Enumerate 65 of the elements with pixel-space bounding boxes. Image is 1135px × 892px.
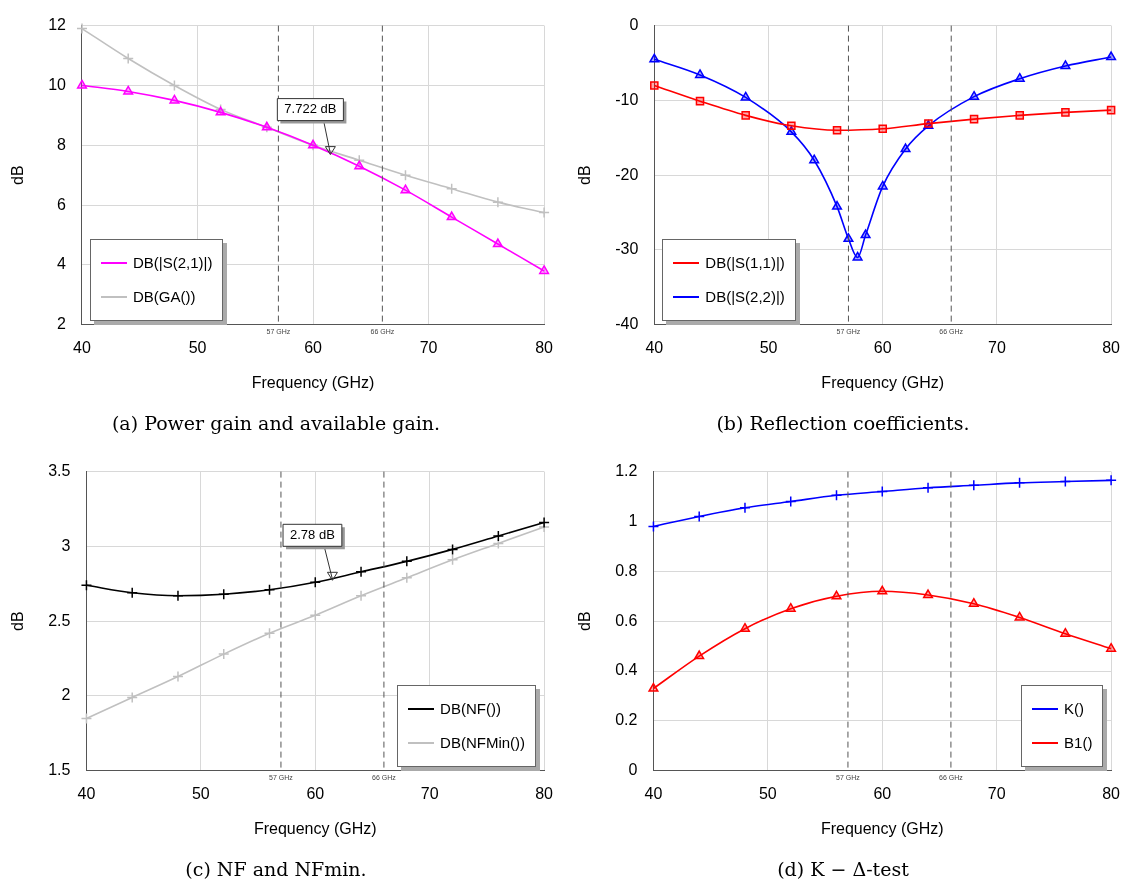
x-tick-label: 70 bbox=[419, 338, 438, 356]
x-tick-label: 40 bbox=[645, 338, 664, 356]
y-tick-label: 3.5 bbox=[48, 462, 71, 480]
y-tick-label: 0.2 bbox=[615, 711, 638, 729]
y-tick-label: 0 bbox=[629, 16, 639, 34]
legend-label: DB(|S(2,1)|) bbox=[132, 254, 213, 272]
y-tick-label: 2 bbox=[61, 686, 71, 704]
x-tick-label: 60 bbox=[873, 338, 892, 356]
y-axis-title: dB bbox=[9, 611, 27, 631]
y-tick-label: 1.5 bbox=[48, 761, 71, 779]
y-tick-label: 1.2 bbox=[615, 462, 638, 480]
x-tick-label: 50 bbox=[758, 784, 777, 802]
x-axis-title: Frequency (GHz) bbox=[251, 374, 375, 392]
y-tick-label: 0.8 bbox=[615, 561, 638, 579]
x-tick-label: 40 bbox=[644, 784, 663, 802]
y-tick-label: 0 bbox=[628, 761, 638, 779]
x-tick-label: 70 bbox=[420, 784, 439, 802]
y-tick-label: 0.6 bbox=[615, 611, 638, 629]
legend-label: DB(|S(2,2)|) bbox=[705, 288, 785, 306]
y-tick-label: 10 bbox=[48, 75, 67, 93]
y-tick-label: 2.5 bbox=[48, 611, 71, 629]
y-tick-label: 0.4 bbox=[615, 661, 638, 679]
x-tick-label: 80 bbox=[535, 784, 554, 802]
y-tick-label: 1 bbox=[628, 511, 638, 529]
x-tick-label: 70 bbox=[987, 784, 1006, 802]
x-tick-label: 60 bbox=[304, 338, 323, 356]
x-tick-label: 40 bbox=[73, 338, 91, 356]
x-tick-label: 60 bbox=[306, 784, 325, 802]
x-axis-title: Frequency (GHz) bbox=[820, 820, 944, 838]
y-tick-label: 8 bbox=[57, 135, 67, 153]
legend-label: K() bbox=[1064, 700, 1085, 718]
legend-label: DB(GA()) bbox=[132, 288, 196, 306]
y-axis-title: dB bbox=[576, 165, 594, 185]
legend-label: DB(NFMin()) bbox=[440, 734, 526, 752]
x-axis-title: Frequency (GHz) bbox=[821, 374, 945, 392]
y-tick-label: -10 bbox=[615, 90, 639, 108]
y-axis-title: dB bbox=[576, 611, 594, 631]
y-tick-label: 4 bbox=[57, 255, 67, 273]
text: (c) NF and NFmin. bbox=[185, 857, 367, 880]
text: (a) Power gain and available gain. bbox=[111, 411, 441, 434]
annotation: 7.722 dB bbox=[284, 101, 337, 117]
x-tick-label: 80 bbox=[535, 338, 554, 356]
y-tick-label: -20 bbox=[615, 165, 639, 183]
x-axis-title: Frequency (GHz) bbox=[253, 820, 377, 838]
x-tick-label: 50 bbox=[191, 784, 210, 802]
y-axis-title: dB bbox=[9, 165, 27, 185]
y-tick-label: -30 bbox=[615, 240, 639, 258]
annotation: 2.78 dB bbox=[290, 526, 335, 542]
text: (b) Reflection coefficients. bbox=[716, 411, 970, 434]
x-tick-label: 70 bbox=[988, 338, 1006, 356]
y-tick-label: 12 bbox=[48, 16, 67, 34]
x-tick-label: 80 bbox=[1102, 784, 1121, 802]
y-tick-label: 3 bbox=[61, 536, 71, 554]
legend-label: DB(|S(1,1)|) bbox=[705, 254, 785, 272]
y-tick-label: -40 bbox=[615, 315, 639, 333]
text: (d) K − Δ-test bbox=[777, 857, 910, 880]
y-tick-label: 6 bbox=[57, 195, 67, 213]
x-tick-label: 50 bbox=[188, 338, 207, 356]
legend-label: DB(NF()) bbox=[440, 700, 501, 718]
legend-label: B1() bbox=[1064, 734, 1093, 752]
x-tick-label: 80 bbox=[1102, 338, 1121, 356]
x-tick-label: 50 bbox=[759, 338, 778, 356]
y-tick-label: 2 bbox=[57, 315, 67, 333]
x-tick-label: 60 bbox=[873, 784, 892, 802]
x-tick-label: 40 bbox=[77, 784, 96, 802]
